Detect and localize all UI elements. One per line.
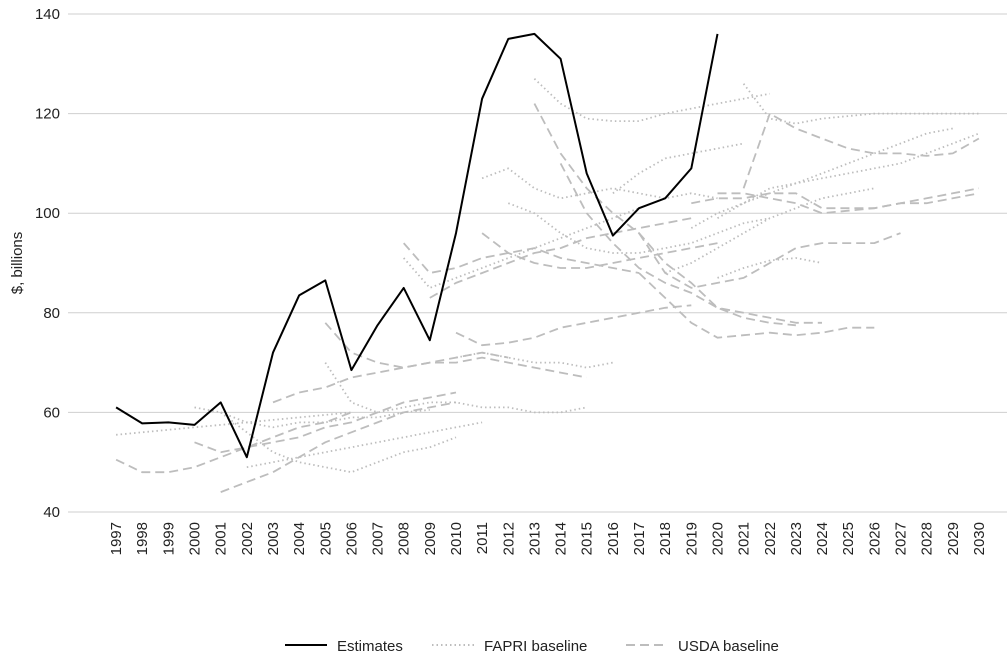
x-tick-label: 2008	[396, 522, 413, 555]
y-axis-label: $, billions	[9, 232, 26, 295]
line	[220, 401, 457, 493]
line	[717, 257, 823, 279]
x-tick-label: 2017	[631, 522, 648, 555]
line	[742, 83, 979, 125]
line	[612, 142, 744, 195]
line	[742, 112, 980, 189]
x-tick-label: 2028	[919, 522, 936, 555]
x-tick-label: 2004	[291, 522, 308, 555]
x-tick-label: 2021	[736, 522, 753, 555]
x-tick-label: 1999	[160, 522, 177, 555]
x-tick-label: 2003	[265, 522, 282, 555]
x-tick-label: 2025	[840, 522, 857, 555]
line	[717, 132, 980, 219]
legend-label: USDA baseline	[678, 638, 779, 655]
x-tick-label: 2006	[343, 522, 360, 555]
x-tick-label: 2010	[448, 522, 465, 555]
line	[455, 304, 692, 347]
y-tick-label: 120	[35, 106, 60, 123]
line	[194, 391, 457, 454]
x-tick-label: 2002	[239, 522, 256, 555]
x-tick-label: 2020	[709, 522, 726, 555]
line	[638, 272, 875, 339]
line	[664, 187, 875, 274]
line	[638, 232, 901, 289]
line	[324, 362, 587, 414]
y-tick-label: 80	[43, 305, 60, 322]
x-tick-label: 2011	[474, 522, 491, 554]
line	[115, 32, 719, 459]
line	[403, 207, 640, 289]
line	[272, 351, 509, 404]
x-tick-label: 1998	[134, 522, 151, 555]
line	[324, 322, 587, 379]
x-tick-label: 2001	[213, 522, 230, 555]
x-tick-label: 2007	[370, 522, 387, 555]
x-tick-label: 2005	[317, 522, 334, 555]
line	[429, 217, 692, 299]
x-tick-label: 2018	[657, 522, 674, 555]
line	[455, 351, 614, 369]
x-tick-label: 2012	[500, 522, 517, 555]
line	[559, 162, 822, 324]
x-tick-label: 2030	[971, 522, 988, 555]
y-tick-label: 100	[35, 205, 60, 222]
x-tick-label: 2022	[762, 522, 779, 555]
line	[533, 103, 796, 327]
line	[246, 421, 483, 469]
x-tick-label: 2009	[422, 522, 439, 555]
line	[690, 127, 953, 229]
x-tick-label: 2023	[788, 522, 805, 555]
x-tick-label: 2024	[814, 522, 831, 555]
legend-label: FAPRI baseline	[484, 638, 587, 655]
x-tick-label: 1997	[108, 522, 125, 555]
x-tick-label: 2016	[605, 522, 622, 555]
line	[220, 411, 457, 474]
line	[115, 411, 352, 474]
line	[481, 232, 718, 269]
x-tick-label: 2015	[579, 522, 596, 555]
y-tick-label: 40	[43, 504, 60, 521]
x-tick-label: 2026	[866, 522, 883, 555]
line	[481, 167, 718, 200]
x-tick-label: 2014	[553, 522, 570, 555]
x-tick-label: 2029	[945, 522, 962, 555]
y-tick-label: 60	[43, 404, 60, 421]
x-tick-label: 2027	[892, 522, 909, 555]
line	[194, 406, 430, 429]
x-tick-label: 2000	[187, 522, 204, 555]
x-tick-label: 2019	[683, 522, 700, 555]
line	[507, 202, 770, 254]
line	[116, 411, 352, 436]
line	[691, 192, 980, 210]
x-tick-label: 2013	[526, 522, 543, 555]
y-tick-label: 140	[35, 6, 60, 23]
line	[533, 78, 770, 122]
legend-label: Estimates	[337, 638, 403, 655]
